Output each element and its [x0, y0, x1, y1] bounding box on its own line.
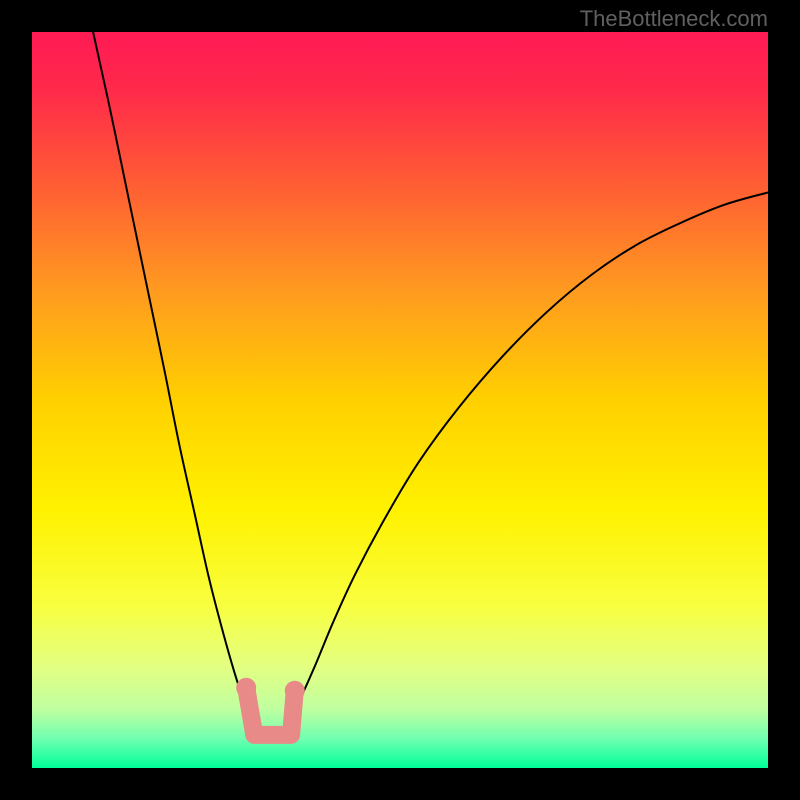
watermark-text: TheBottleneck.com: [580, 6, 768, 32]
chart-svg: [32, 32, 768, 768]
u-overlay-dot-right: [285, 681, 305, 701]
chart-plot-area: [32, 32, 768, 768]
gradient-background: [32, 32, 768, 768]
u-overlay-dot-left: [236, 678, 256, 698]
